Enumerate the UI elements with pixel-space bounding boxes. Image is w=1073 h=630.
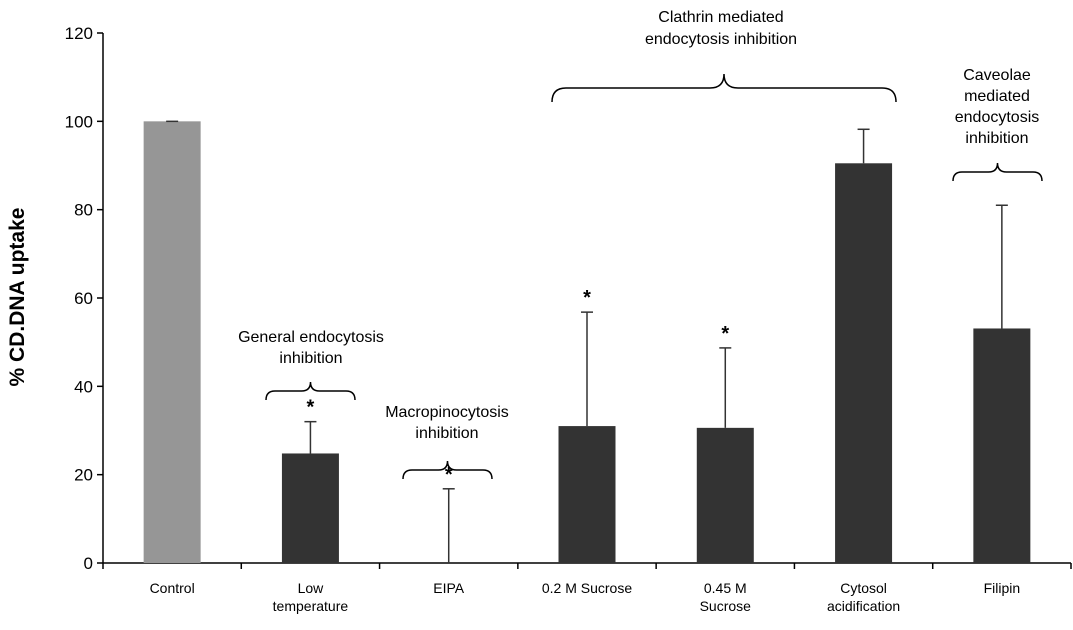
bar xyxy=(696,427,754,563)
brace-bracket xyxy=(551,73,897,103)
bar xyxy=(558,426,616,563)
brace-bracket xyxy=(952,162,1043,182)
bar xyxy=(281,453,339,563)
x-tick-label: EIPA xyxy=(433,580,465,596)
axes-layer: 0 20 40 60 80 100 120 Control Low temperature EIPA… xyxy=(65,24,1072,614)
y-tick-label: 40 xyxy=(74,377,93,396)
bar xyxy=(973,328,1031,563)
x-tick-label: Low temperature xyxy=(273,580,349,614)
x-tick-label: Filipin xyxy=(984,580,1021,596)
brace-bracket xyxy=(402,460,493,480)
significance-marker: * xyxy=(445,464,453,486)
bars-layer xyxy=(143,121,1031,563)
annotation-label: Clathrin mediated endocytosis inhibition xyxy=(645,9,797,48)
x-tick-label: Cytosol acidification xyxy=(827,580,900,614)
y-tick-label: 100 xyxy=(65,112,93,131)
significance-marker: * xyxy=(307,397,315,419)
significance-marker: * xyxy=(583,287,591,309)
annotation-label: Caveolae mediated endocytosis inhibition xyxy=(955,67,1040,147)
bar xyxy=(835,163,893,563)
bar xyxy=(143,121,201,563)
y-axis-label: % CD.DNA uptake xyxy=(6,208,29,387)
y-tick-label: 0 xyxy=(84,554,93,573)
x-tick-label: 0.2 M Sucrose xyxy=(542,580,632,596)
annotations-layer: General endocytosis inhibitionMacropinocy… xyxy=(238,9,1043,480)
y-tick-label: 60 xyxy=(74,289,93,308)
y-tick-label: 80 xyxy=(74,201,93,220)
y-tick-label: 120 xyxy=(65,24,93,43)
significance-marker: * xyxy=(721,323,729,345)
x-tick-label: 0.45 M Sucrose xyxy=(700,580,752,614)
y-tick-label: 20 xyxy=(74,466,93,485)
annotation-label: Macropinocytosis inhibition xyxy=(385,404,509,442)
x-tick-label: Control xyxy=(150,580,195,596)
error-bars-layer: * * * * xyxy=(166,120,1008,563)
brace-bracket xyxy=(265,381,356,401)
annotation-label: General endocytosis inhibition xyxy=(238,329,384,367)
